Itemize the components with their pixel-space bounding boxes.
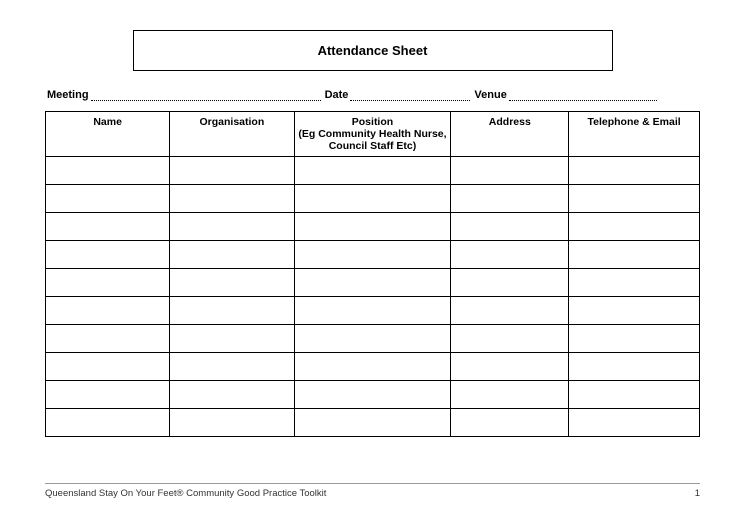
table-row — [46, 269, 700, 297]
attendance-table: NameOrganisationPosition(Eg Community He… — [45, 111, 700, 437]
table-header: NameOrganisationPosition(Eg Community He… — [46, 112, 700, 157]
table-cell — [46, 381, 170, 409]
table-row — [46, 185, 700, 213]
table-cell — [294, 241, 451, 269]
date-line — [350, 89, 470, 101]
table-cell — [569, 297, 700, 325]
table-cell — [170, 353, 294, 381]
table-row — [46, 157, 700, 185]
table-cell — [569, 381, 700, 409]
title-box: Attendance Sheet — [133, 30, 613, 71]
table-cell — [569, 325, 700, 353]
meeting-line — [91, 89, 321, 101]
table-cell — [451, 213, 569, 241]
header-row: NameOrganisationPosition(Eg Community He… — [46, 112, 700, 157]
table-row — [46, 353, 700, 381]
column-header: Address — [451, 112, 569, 157]
table-cell — [294, 353, 451, 381]
table-cell — [170, 381, 294, 409]
table-cell — [451, 185, 569, 213]
table-cell — [294, 297, 451, 325]
table-cell — [451, 269, 569, 297]
table-cell — [46, 241, 170, 269]
table-cell — [451, 241, 569, 269]
table-cell — [46, 325, 170, 353]
table-cell — [569, 269, 700, 297]
page-number: 1 — [695, 488, 700, 499]
table-cell — [170, 409, 294, 437]
meeting-label: Meeting — [47, 89, 89, 101]
column-header: Name — [46, 112, 170, 157]
table-cell — [170, 241, 294, 269]
column-header: Organisation — [170, 112, 294, 157]
footer: Queensland Stay On Your Feet® Community … — [45, 483, 700, 499]
table-cell — [294, 409, 451, 437]
table-cell — [46, 185, 170, 213]
table-cell — [46, 213, 170, 241]
column-header: Telephone & Email — [569, 112, 700, 157]
venue-line — [509, 89, 657, 101]
table-cell — [569, 185, 700, 213]
table-cell — [170, 185, 294, 213]
column-header: Position(Eg Community Health Nurse, Coun… — [294, 112, 451, 157]
table-cell — [451, 325, 569, 353]
table-cell — [46, 353, 170, 381]
table-row — [46, 409, 700, 437]
table-cell — [46, 157, 170, 185]
table-cell — [451, 353, 569, 381]
table-cell — [569, 157, 700, 185]
table-row — [46, 381, 700, 409]
table-cell — [294, 157, 451, 185]
table-cell — [170, 213, 294, 241]
table-cell — [46, 409, 170, 437]
footer-text: Queensland Stay On Your Feet® Community … — [45, 488, 326, 499]
table-row — [46, 241, 700, 269]
table-cell — [170, 269, 294, 297]
table-cell — [451, 409, 569, 437]
table-cell — [294, 381, 451, 409]
date-label: Date — [325, 89, 349, 101]
table-cell — [294, 185, 451, 213]
table-body — [46, 157, 700, 437]
table-cell — [170, 297, 294, 325]
meeting-field: Meeting — [47, 89, 321, 101]
table-row — [46, 325, 700, 353]
page-title: Attendance Sheet — [318, 43, 428, 58]
table-cell — [569, 353, 700, 381]
table-cell — [46, 269, 170, 297]
venue-field: Venue — [474, 89, 656, 101]
venue-label: Venue — [474, 89, 506, 101]
table-row — [46, 213, 700, 241]
table-cell — [170, 325, 294, 353]
table-cell — [569, 409, 700, 437]
table-cell — [46, 297, 170, 325]
table-cell — [294, 213, 451, 241]
table-cell — [294, 269, 451, 297]
table-cell — [569, 241, 700, 269]
meta-row: Meeting Date Venue — [45, 89, 700, 101]
table-cell — [451, 157, 569, 185]
date-field: Date — [325, 89, 471, 101]
table-row — [46, 297, 700, 325]
table-cell — [569, 213, 700, 241]
table-cell — [170, 157, 294, 185]
table-cell — [451, 297, 569, 325]
table-cell — [451, 381, 569, 409]
table-cell — [294, 325, 451, 353]
